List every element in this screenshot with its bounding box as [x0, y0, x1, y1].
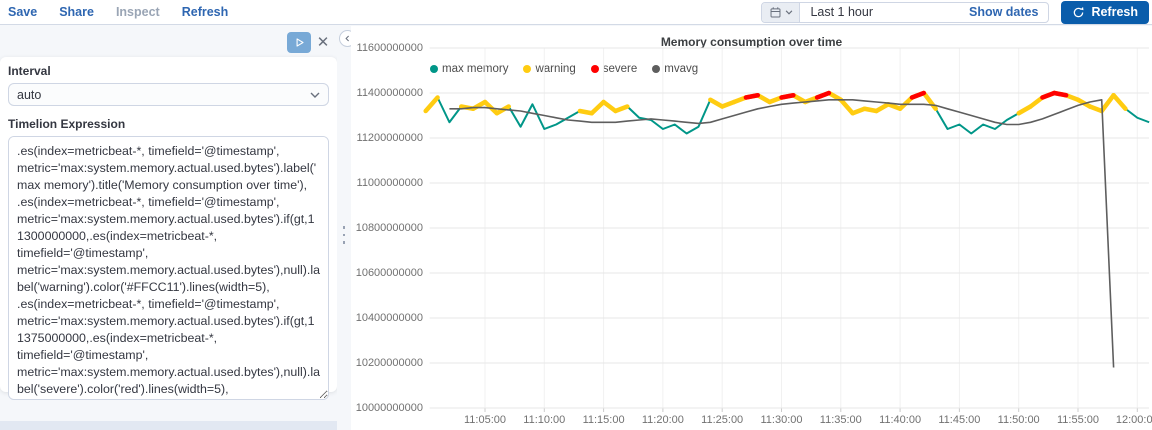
y-axis-tick-label: 11400000000 — [356, 87, 423, 99]
legend-color-dot — [652, 65, 661, 73]
close-icon[interactable]: ✕ — [313, 32, 333, 53]
x-axis-tick-label: 11:20:00 — [641, 414, 684, 426]
calendar-dropdown-button[interactable] — [762, 2, 801, 22]
legend-color-dot — [590, 65, 599, 73]
y-axis-tick-label: 11600000000 — [356, 42, 423, 54]
x-axis-tick-label: 11:10:00 — [523, 414, 566, 426]
refresh-menu-button[interactable]: Refresh — [181, 5, 229, 19]
y-axis-tick-label: 10200000000 — [355, 357, 423, 369]
x-axis-tick-label: 11:30:00 — [760, 414, 803, 426]
legend-item: warning — [523, 63, 576, 75]
super-date-picker: Last 1 hour Show dates — [761, 1, 1050, 23]
calendar-icon — [769, 6, 782, 19]
expression-editor-panel: ✕ Interval auto Timelion Expression .es(… — [0, 26, 337, 430]
x-axis-tick-label: 11:55:00 — [1056, 414, 1099, 426]
y-axis-tick-label: 11200000000 — [356, 132, 423, 144]
panel-resizer-handle[interactable] — [340, 226, 348, 250]
inspect-button: Inspect — [115, 5, 160, 19]
date-picker-group: Last 1 hour Show dates Refresh — [761, 0, 1149, 24]
horizontal-scrollbar[interactable] — [0, 421, 337, 430]
refresh-query-button[interactable]: Refresh — [1061, 0, 1149, 24]
legend-item: severe — [590, 63, 638, 75]
editor-toolbar: ✕ — [0, 30, 337, 56]
play-button[interactable] — [287, 32, 311, 53]
editor-form-card: Interval auto Timelion Expression .es(in… — [0, 57, 337, 400]
x-axis-tick-label: 12:00:00 — [1115, 414, 1152, 426]
x-axis-tick-label: 11:25:00 — [701, 414, 744, 426]
y-axis-tick-label: 10000000000 — [355, 402, 423, 414]
x-axis-tick-label: 11:45:00 — [938, 414, 981, 426]
x-axis-tick-label: 11:50:00 — [997, 414, 1040, 426]
time-range-display[interactable]: Last 1 hour — [810, 5, 873, 19]
show-dates-button[interactable]: Show dates — [968, 5, 1039, 19]
legend-label: max memory — [442, 63, 509, 75]
y-axis-tick-label: 10400000000 — [355, 312, 423, 324]
x-axis-tick-label: 11:40:00 — [879, 414, 922, 426]
share-button[interactable]: Share — [59, 5, 94, 19]
x-axis-tick-label: 11:05:00 — [463, 414, 506, 426]
interval-value: auto — [17, 87, 42, 102]
chevron-down-icon — [310, 92, 320, 98]
x-axis-tick-label: 11:15:00 — [582, 414, 625, 426]
refresh-button-label: Refresh — [1091, 5, 1138, 19]
save-button[interactable]: Save — [8, 5, 38, 19]
y-axis-tick-label: 10800000000 — [355, 222, 423, 234]
timelion-expression-input[interactable]: .es(index=metricbeat-*, timefield='@time… — [8, 136, 329, 400]
y-axis-tick-label: 10600000000 — [355, 267, 423, 279]
legend-label: mvavg — [664, 63, 699, 75]
legend-label: warning — [535, 63, 576, 75]
refresh-icon — [1072, 6, 1085, 19]
chart-panel: Memory consumption over time max memory w… — [351, 26, 1152, 430]
timelion-chart[interactable] — [351, 26, 1152, 430]
legend-item: max memory — [430, 63, 508, 75]
legend-label: severe — [602, 63, 638, 75]
interval-label: Interval — [8, 64, 51, 78]
expression-label: Timelion Expression — [8, 117, 126, 131]
chart-legend: max memory warning severe mvavg — [430, 63, 698, 75]
legend-color-dot — [523, 65, 532, 73]
interval-select[interactable]: auto — [8, 83, 329, 106]
panel-gutter — [337, 26, 356, 430]
top-menu-bar: Save Share Inspect Refresh Last 1 hour S… — [0, 0, 1152, 25]
legend-color-dot — [430, 65, 438, 73]
chart-title: Memory consumption over time — [660, 35, 843, 49]
y-axis-tick-label: 11000000000 — [356, 177, 423, 189]
legend-item: mvavg — [652, 63, 698, 75]
chevron-down-icon — [785, 9, 793, 15]
x-axis-tick-label: 11:35:00 — [819, 414, 862, 426]
